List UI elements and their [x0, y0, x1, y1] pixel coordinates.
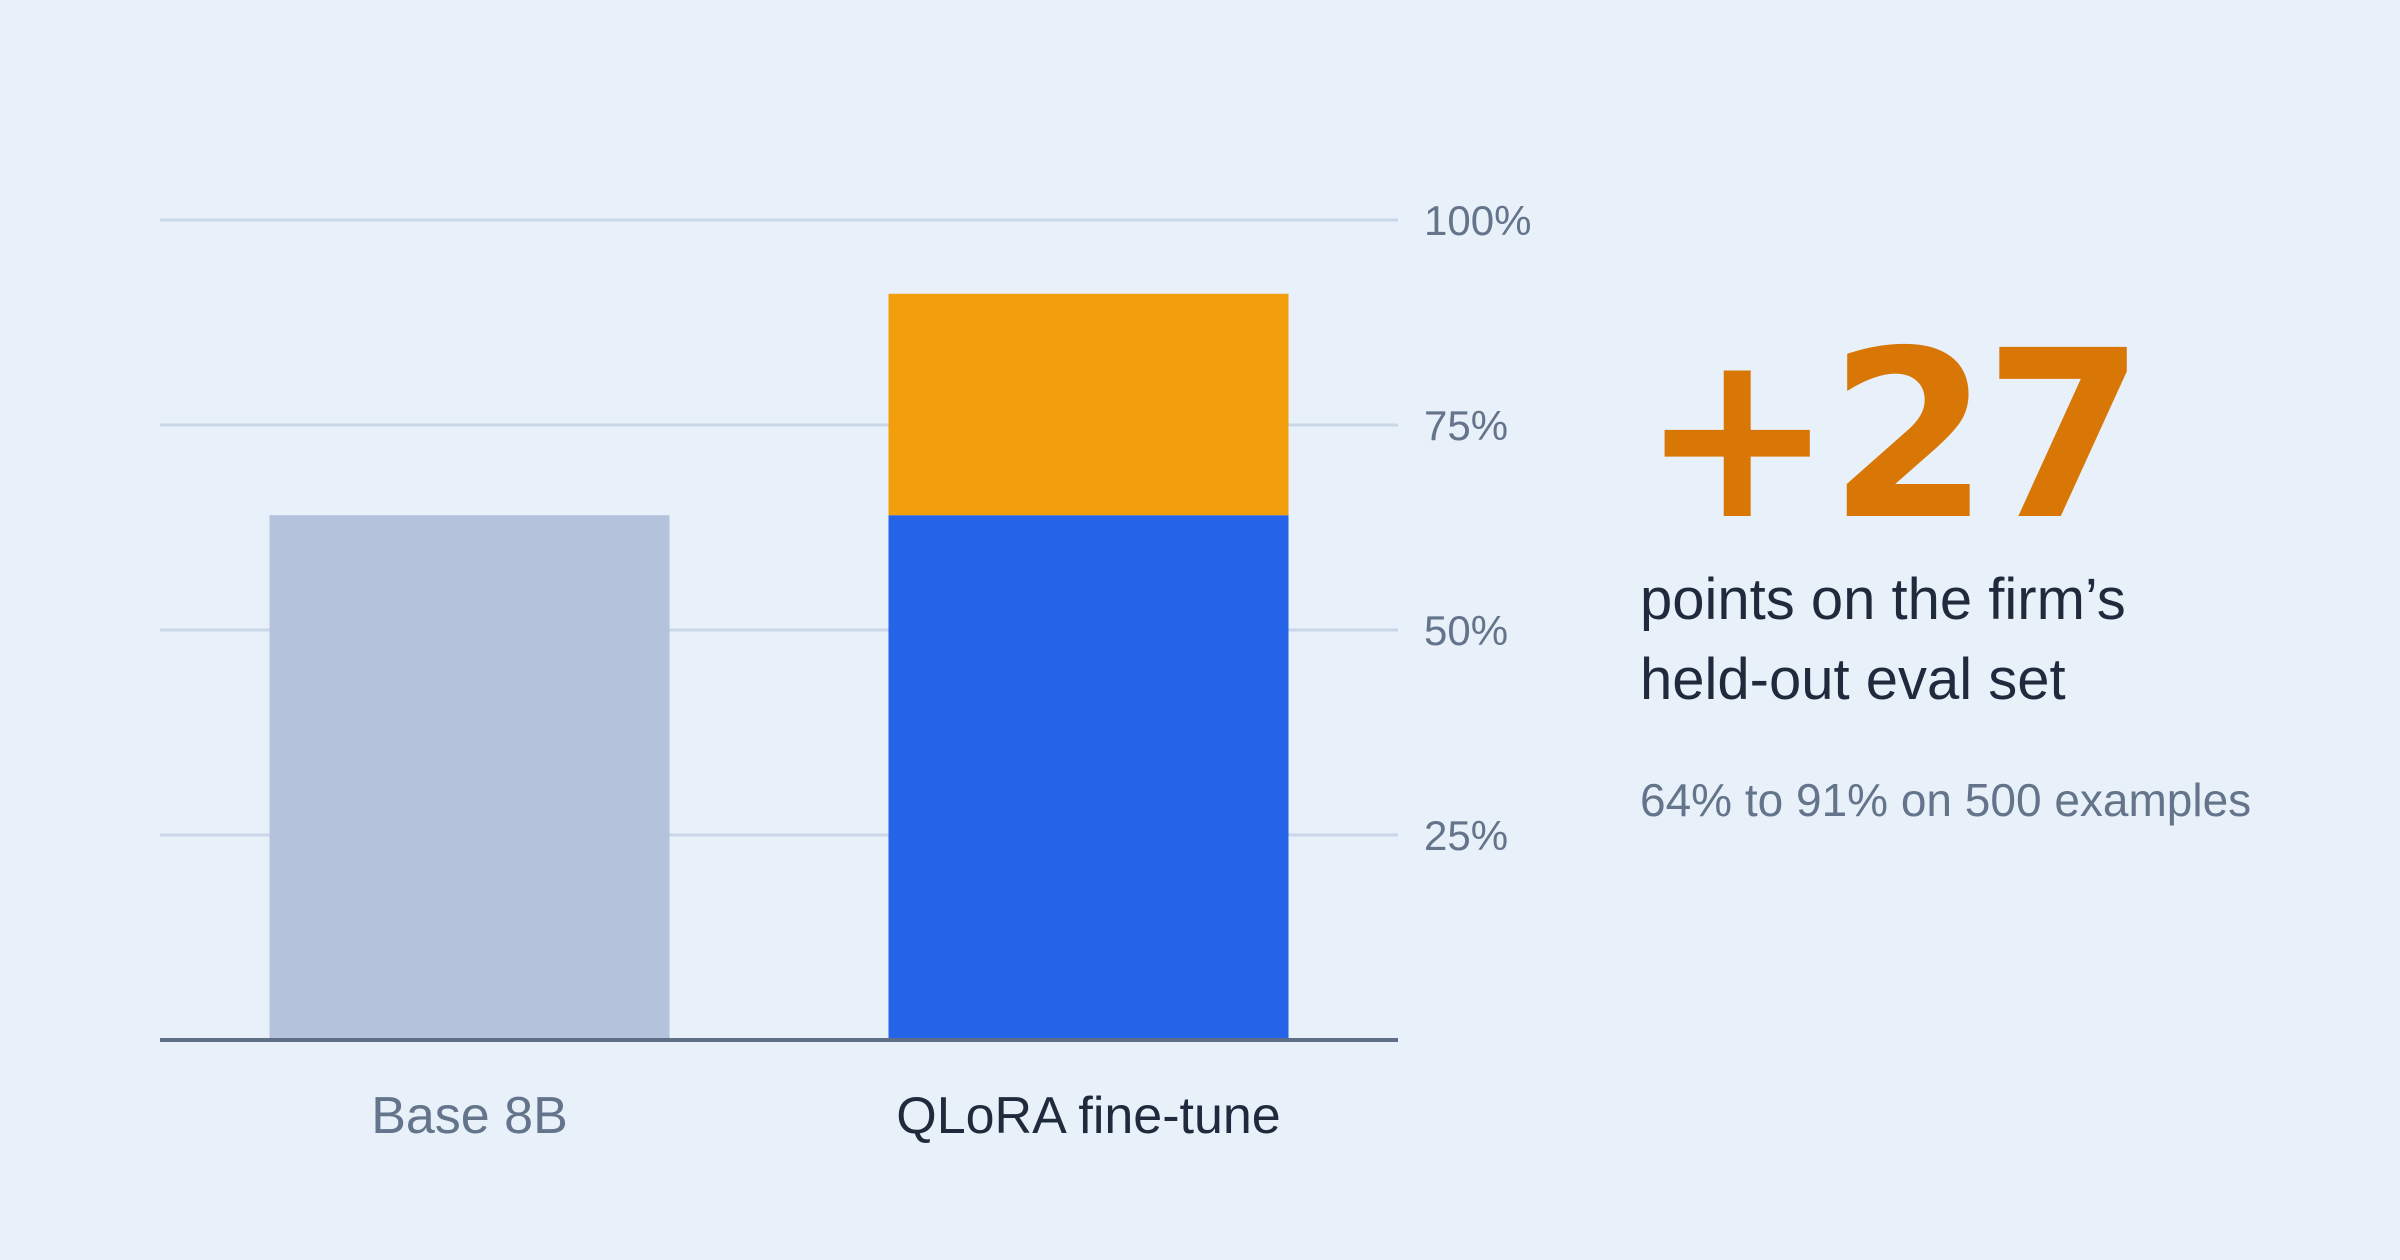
y-tick-label: 75% [1424, 402, 1508, 449]
bars [269, 293, 1289, 1040]
y-tick-label: 50% [1424, 607, 1508, 654]
callout-caption-line1: points on the firm’s [1640, 567, 2126, 632]
x-category-label: QLoRA fine-tune [896, 1087, 1280, 1145]
callout-detail: 64% to 91% on 500 examples [1640, 774, 2252, 826]
x-category-label: Base 8B [371, 1087, 568, 1145]
bar-chart: 25% 50% 75% 100% Base 8B QLoRA fine-tune [160, 197, 1531, 1145]
y-tick-label: 25% [1424, 812, 1508, 859]
bar-segment [269, 515, 670, 1040]
callout-value: +27 [1640, 301, 2145, 571]
y-tick-label: 100% [1424, 197, 1531, 244]
bar-segment [888, 515, 1289, 1040]
callout: +27 points on the firm’s held-out eval s… [1640, 320, 2360, 828]
y-axis-ticks: 25% 50% 75% 100% [1424, 197, 1531, 859]
callout-caption-line2: held-out eval set [1640, 647, 2066, 712]
x-axis-labels: Base 8B QLoRA fine-tune [371, 1087, 1281, 1145]
bar-segment [888, 293, 1289, 516]
